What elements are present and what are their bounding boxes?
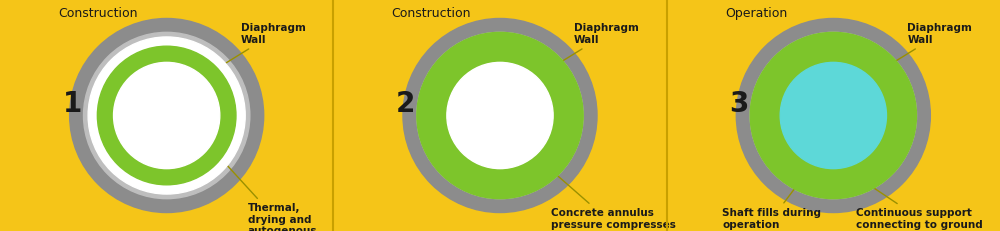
Circle shape bbox=[780, 62, 886, 169]
Text: 3: 3 bbox=[729, 90, 749, 118]
Text: Thermal,
drying and
autogenous
shrinkage: Thermal, drying and autogenous shrinkage bbox=[219, 157, 317, 231]
Circle shape bbox=[88, 37, 245, 194]
Circle shape bbox=[97, 46, 236, 185]
Text: 2: 2 bbox=[396, 90, 415, 118]
Text: Diaphragm
Wall: Diaphragm Wall bbox=[544, 23, 639, 73]
Circle shape bbox=[736, 18, 930, 213]
Text: Diaphragm
Wall: Diaphragm Wall bbox=[877, 23, 972, 73]
Circle shape bbox=[417, 32, 583, 199]
Circle shape bbox=[750, 32, 916, 199]
Circle shape bbox=[84, 32, 250, 199]
Circle shape bbox=[70, 18, 264, 213]
Text: 1: 1 bbox=[63, 90, 82, 118]
Text: Construction: Construction bbox=[391, 7, 471, 20]
Circle shape bbox=[750, 32, 916, 199]
Circle shape bbox=[403, 18, 597, 213]
Text: Continuous support
connecting to ground: Continuous support connecting to ground bbox=[854, 175, 983, 230]
Text: Diaphragm
Wall: Diaphragm Wall bbox=[211, 23, 305, 73]
Text: Shaft fills during
operation: Shaft fills during operation bbox=[722, 164, 821, 230]
Circle shape bbox=[114, 62, 220, 169]
Text: Concrete annulus
pressure compresses
lining: Concrete annulus pressure compresses lin… bbox=[544, 164, 676, 231]
Text: Operation: Operation bbox=[725, 7, 787, 20]
Circle shape bbox=[447, 62, 553, 169]
Circle shape bbox=[417, 32, 583, 199]
Text: Construction: Construction bbox=[58, 7, 138, 20]
